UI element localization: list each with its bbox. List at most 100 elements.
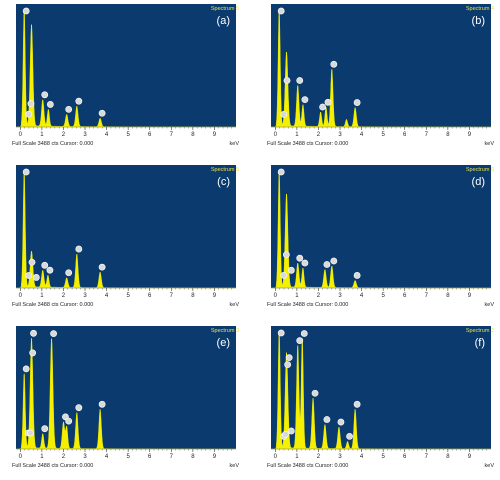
spectrum-plot: 0 1 2 3 4 5 6 7 8 9 xyxy=(16,4,236,138)
element-marker-3 xyxy=(283,77,291,84)
element-marker-6 xyxy=(46,266,54,274)
x-tick-label: 7 xyxy=(170,454,174,460)
element-marker-7 xyxy=(324,98,332,106)
element-marker-5 xyxy=(296,254,304,262)
element-marker-3 xyxy=(27,429,34,437)
x-tick-label: 5 xyxy=(381,132,385,138)
x-unit-label: keV xyxy=(229,141,239,147)
element-marker-9 xyxy=(65,417,73,425)
element-marker-1 xyxy=(277,7,285,15)
plot-background xyxy=(16,165,236,288)
x-tick-label: 3 xyxy=(338,454,342,460)
element-marker-4 xyxy=(284,361,292,369)
x-tick-label: 1 xyxy=(40,454,44,460)
element-marker-6 xyxy=(41,425,49,433)
x-unit-label: keV xyxy=(484,463,494,469)
spectrum-name: Spectrum 4 xyxy=(465,6,494,12)
x-tick-label: 3 xyxy=(83,454,87,460)
x-tick-label: 7 xyxy=(170,132,174,138)
x-tick-label: 5 xyxy=(126,454,130,460)
plot-background xyxy=(271,4,491,127)
element-marker-2 xyxy=(280,110,288,118)
x-tick-label: 2 xyxy=(317,132,321,138)
spectrum-plot: 0 1 2 3 4 5 6 7 8 9 xyxy=(271,165,491,299)
element-marker-4 xyxy=(287,266,295,274)
element-marker-2 xyxy=(280,271,288,279)
x-tick-label: 8 xyxy=(191,454,195,460)
spectrum-panel-1: 0 1 2 3 4 5 6 7 8 9 Spectrum 5 (a) Full Scale 3488 c… xyxy=(10,4,242,147)
full-scale-readout: Full Scale 3488 cts Cursor: 0.000 xyxy=(267,463,349,469)
spectrum-name: Spectrum 6 xyxy=(465,167,494,173)
full-scale-readout: Full Scale 3488 cts Cursor: 0.000 xyxy=(267,302,349,308)
element-marker-7 xyxy=(296,337,304,345)
element-marker-4 xyxy=(32,274,40,281)
x-tick-label: 2 xyxy=(62,454,66,460)
panel-label: (e) xyxy=(216,337,230,349)
element-marker-9 xyxy=(311,389,319,397)
plot-background xyxy=(271,326,491,449)
x-tick-label: 5 xyxy=(381,293,385,299)
x-tick-label: 9 xyxy=(468,293,472,299)
x-tick-label: 1 xyxy=(295,293,299,299)
panel-label: (c) xyxy=(217,176,230,188)
x-tick-label: 4 xyxy=(105,132,109,138)
element-marker-8 xyxy=(98,109,106,117)
spectrum-panel-3: 0 1 2 3 4 5 6 7 8 9 Spectrum 5 (c) Full Scale 3488 c… xyxy=(10,165,242,308)
x-tick-label: 3 xyxy=(83,293,87,299)
x-tick-label: 0 xyxy=(19,132,23,138)
x-tick-label: 2 xyxy=(317,293,321,299)
x-tick-label: 3 xyxy=(338,293,342,299)
full-scale-readout: Full Scale 3488 cts Cursor: 0.000 xyxy=(12,141,94,147)
x-tick-label: 1 xyxy=(295,454,299,460)
x-tick-label: 0 xyxy=(19,454,23,460)
element-marker-5 xyxy=(301,96,309,104)
plot-background xyxy=(271,165,491,288)
element-marker-1 xyxy=(22,168,30,176)
x-tick-label: 7 xyxy=(170,293,174,299)
x-tick-label: 4 xyxy=(105,454,109,460)
x-tick-label: 8 xyxy=(446,454,450,460)
panel-label: (a) xyxy=(216,15,230,27)
element-marker-1 xyxy=(277,329,285,337)
element-marker-3 xyxy=(282,430,289,438)
element-marker-8 xyxy=(75,245,83,253)
spectrum-plot: 0 1 2 3 4 5 6 7 8 9 xyxy=(271,4,491,138)
element-marker-10 xyxy=(75,404,83,412)
element-marker-9 xyxy=(353,99,361,106)
x-tick-label: 6 xyxy=(403,132,407,138)
element-marker-1 xyxy=(22,7,30,15)
spectrum-name: Spectrum 3 xyxy=(210,328,239,334)
element-marker-2 xyxy=(25,272,33,279)
element-marker-5 xyxy=(46,101,54,108)
x-tick-label: 7 xyxy=(425,132,429,138)
x-tick-label: 2 xyxy=(62,293,66,299)
x-tick-label: 9 xyxy=(213,132,217,138)
element-marker-8 xyxy=(300,330,308,337)
element-marker-9 xyxy=(353,272,361,279)
plot-background xyxy=(16,4,236,127)
x-tick-label: 0 xyxy=(274,132,278,138)
element-marker-2 xyxy=(25,110,33,118)
x-tick-label: 9 xyxy=(213,293,217,299)
x-tick-label: 6 xyxy=(148,132,152,138)
element-marker-12 xyxy=(346,432,353,440)
x-tick-label: 5 xyxy=(126,293,130,299)
spectrum-panel-5: 0 1 2 3 4 5 6 7 8 9 Spectrum 3 (e) Full Scale 3488 c… xyxy=(10,326,242,469)
spectrum-plot: 0 1 2 3 4 5 6 7 8 9 xyxy=(16,165,236,299)
element-marker-4 xyxy=(29,349,37,357)
x-tick-label: 1 xyxy=(295,132,299,138)
element-marker-7 xyxy=(65,269,73,277)
element-marker-3 xyxy=(28,258,36,266)
element-marker-5 xyxy=(285,354,293,362)
x-tick-label: 6 xyxy=(148,293,152,299)
x-tick-label: 4 xyxy=(360,132,364,138)
element-marker-3 xyxy=(27,100,35,108)
element-marker-1 xyxy=(277,168,285,176)
x-tick-label: 3 xyxy=(83,132,87,138)
element-marker-4 xyxy=(296,77,304,84)
x-unit-label: keV xyxy=(484,141,494,147)
element-marker-8 xyxy=(330,257,338,265)
x-tick-label: 5 xyxy=(126,132,130,138)
x-tick-label: 2 xyxy=(62,132,66,138)
full-scale-readout: Full Scale 3488 cts Cursor: 0.000 xyxy=(12,463,94,469)
